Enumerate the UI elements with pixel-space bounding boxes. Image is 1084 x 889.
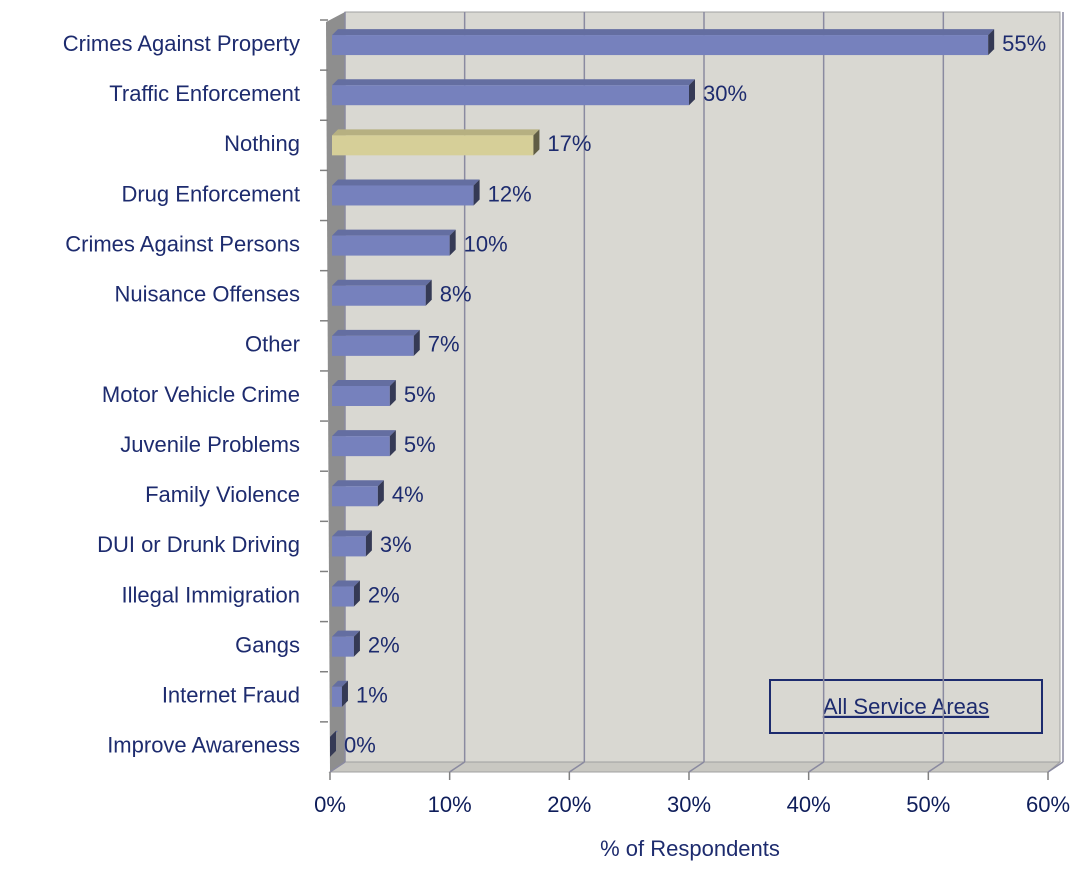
bar-side xyxy=(330,730,336,757)
x-tick-label: 40% xyxy=(787,792,831,817)
value-label: 0% xyxy=(344,733,376,758)
bar-top xyxy=(332,179,480,186)
bar-side xyxy=(413,329,420,356)
bar xyxy=(332,486,378,507)
bar-top xyxy=(332,329,420,336)
x-tick-label: 30% xyxy=(667,792,711,817)
floor-line xyxy=(329,761,346,773)
bar-top xyxy=(332,29,995,36)
y-tick-label: Juvenile Problems xyxy=(120,432,300,457)
x-tick-label: 10% xyxy=(428,792,472,817)
bar-side xyxy=(449,229,456,256)
x-tick-label: 50% xyxy=(906,792,950,817)
bar-side xyxy=(353,580,360,607)
bar-top xyxy=(332,380,396,386)
bar-side xyxy=(988,29,995,56)
bar-side xyxy=(341,680,348,707)
bar-side xyxy=(533,129,540,156)
y-tick-label: Illegal Immigration xyxy=(121,582,300,607)
bar-side xyxy=(353,630,360,657)
bar-top xyxy=(332,129,540,136)
y-tick-label: Family Violence xyxy=(145,482,300,507)
bar-top xyxy=(332,680,348,687)
bar-top xyxy=(332,530,372,537)
y-tick-label: Crimes Against Persons xyxy=(65,231,300,256)
bar xyxy=(332,436,390,457)
value-label: 4% xyxy=(392,482,424,507)
bar xyxy=(332,135,534,156)
bar xyxy=(332,35,989,56)
value-label: 2% xyxy=(368,632,400,657)
bar-side xyxy=(389,380,396,406)
bar-side xyxy=(365,530,372,557)
y-tick-label: Motor Vehicle Crime xyxy=(102,382,300,407)
floor xyxy=(328,761,1062,773)
bar-side xyxy=(377,480,384,507)
value-label: 12% xyxy=(488,181,532,206)
bar-top xyxy=(332,480,384,487)
x-tick-label: 60% xyxy=(1026,792,1070,817)
bar xyxy=(332,335,414,356)
bars xyxy=(330,29,995,757)
value-label: 3% xyxy=(380,532,412,557)
bar-top xyxy=(332,79,695,86)
annotation: All Service Areas xyxy=(823,694,989,719)
annotation-box xyxy=(769,679,1043,734)
bar-side xyxy=(425,279,432,306)
bar-top xyxy=(332,229,456,236)
y-tick-label: Gangs xyxy=(235,632,300,657)
bar xyxy=(332,285,426,306)
value-label: 30% xyxy=(703,81,747,106)
y-tick-label: Other xyxy=(245,332,300,357)
y-tick-label: Improve Awareness xyxy=(107,733,300,758)
bar xyxy=(332,536,366,557)
bar xyxy=(332,636,354,657)
x-tick-label: 20% xyxy=(547,792,591,817)
floor-line xyxy=(568,761,585,773)
floor-line xyxy=(449,761,466,773)
bar-top xyxy=(332,580,360,587)
value-label: 7% xyxy=(428,332,460,357)
bar-top xyxy=(332,430,396,437)
value-label: 8% xyxy=(440,282,472,307)
value-label: 1% xyxy=(356,683,388,708)
bar-top xyxy=(332,630,360,637)
y-tick-label: Nuisance Offenses xyxy=(115,282,300,307)
value-label: 10% xyxy=(464,231,508,256)
floor-line xyxy=(927,761,944,773)
value-label: 5% xyxy=(404,382,436,407)
bar xyxy=(332,686,342,707)
back-wall xyxy=(344,11,1061,763)
y-tick-label: Crimes Against Property xyxy=(63,31,300,56)
bar xyxy=(332,235,450,256)
y-tick-label: DUI or Drunk Driving xyxy=(97,532,300,557)
bar-side xyxy=(389,430,396,457)
y-tick-label: Nothing xyxy=(224,131,300,156)
value-label: 5% xyxy=(404,432,436,457)
x-axis-title: % of Respondents xyxy=(600,836,780,861)
y-tick-label: Traffic Enforcement xyxy=(109,81,300,106)
x-tick-label: 0% xyxy=(314,792,346,817)
value-label: 55% xyxy=(1002,31,1046,56)
floor-line xyxy=(1047,761,1064,773)
bar xyxy=(332,586,354,607)
floor-line xyxy=(808,761,825,773)
value-label: 17% xyxy=(547,131,591,156)
y-tick-label: Drug Enforcement xyxy=(121,181,300,206)
floor-line xyxy=(688,761,705,773)
bar-top xyxy=(332,279,432,286)
value-label: 2% xyxy=(368,582,400,607)
bar xyxy=(332,185,474,206)
bar-side xyxy=(689,79,695,106)
y-tick-label: Internet Fraud xyxy=(162,683,300,708)
bar-side xyxy=(473,179,480,206)
bar xyxy=(332,386,390,406)
bar xyxy=(332,85,689,106)
